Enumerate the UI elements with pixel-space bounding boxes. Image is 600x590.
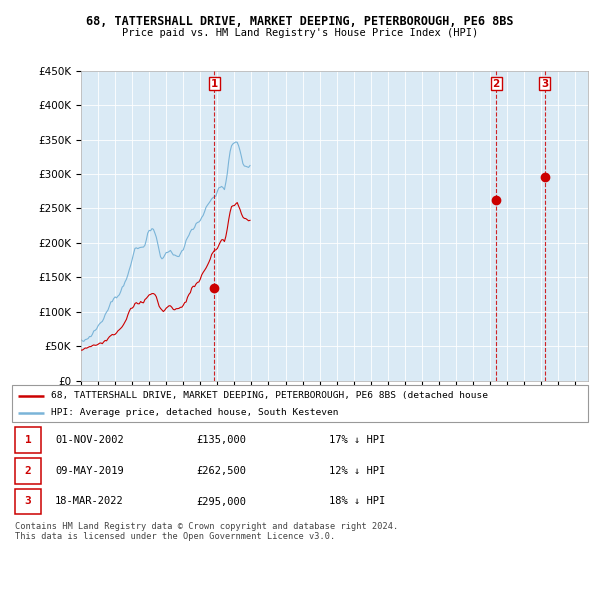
Text: 17% ↓ HPI: 17% ↓ HPI [329,435,385,445]
Text: £295,000: £295,000 [196,497,247,506]
FancyBboxPatch shape [12,385,588,422]
FancyBboxPatch shape [16,458,41,484]
Text: 3: 3 [541,78,548,88]
Text: 3: 3 [25,497,32,506]
Text: £135,000: £135,000 [196,435,247,445]
Text: Price paid vs. HM Land Registry's House Price Index (HPI): Price paid vs. HM Land Registry's House … [122,28,478,38]
Text: 68, TATTERSHALL DRIVE, MARKET DEEPING, PETERBOROUGH, PE6 8BS (detached house: 68, TATTERSHALL DRIVE, MARKET DEEPING, P… [51,391,488,400]
Text: 1: 1 [211,78,218,88]
Text: 1: 1 [25,435,32,445]
Text: 18-MAR-2022: 18-MAR-2022 [55,497,124,506]
Text: 01-NOV-2002: 01-NOV-2002 [55,435,124,445]
Text: 12% ↓ HPI: 12% ↓ HPI [329,466,385,476]
Text: 2: 2 [493,78,500,88]
Text: 2: 2 [25,466,32,476]
Text: Contains HM Land Registry data © Crown copyright and database right 2024.
This d: Contains HM Land Registry data © Crown c… [15,522,398,541]
Text: HPI: Average price, detached house, South Kesteven: HPI: Average price, detached house, Sout… [51,408,338,417]
FancyBboxPatch shape [16,489,41,514]
Text: 09-MAY-2019: 09-MAY-2019 [55,466,124,476]
FancyBboxPatch shape [16,427,41,453]
Text: 18% ↓ HPI: 18% ↓ HPI [329,497,385,506]
Text: 68, TATTERSHALL DRIVE, MARKET DEEPING, PETERBOROUGH, PE6 8BS: 68, TATTERSHALL DRIVE, MARKET DEEPING, P… [86,15,514,28]
Text: £262,500: £262,500 [196,466,247,476]
